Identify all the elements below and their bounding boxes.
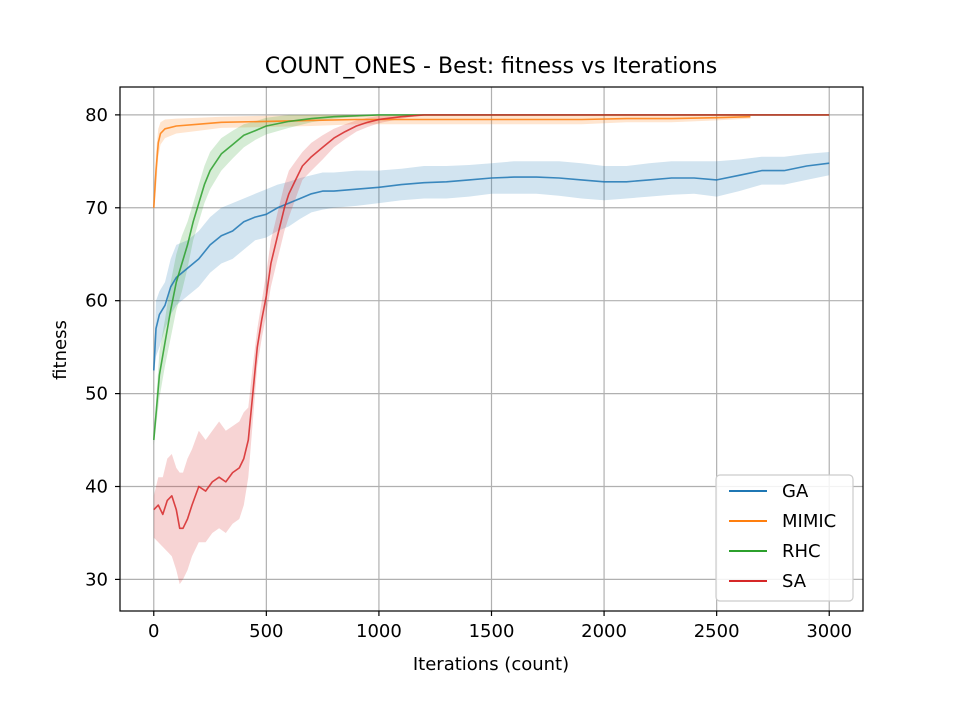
legend: GA MIMIC RHC SA [715,474,854,602]
mimic-series-line [153,115,751,208]
x-tick-label: 0 [148,621,159,642]
legend-label-rhc: RHC [782,541,821,562]
y-axis-label: fitness [50,320,71,380]
y-tick-label: 50 [85,384,108,405]
mimic-confidence-band [153,114,751,210]
x-axis-label: Iterations (count) [413,654,569,675]
x-tick-label: 1500 [469,621,515,642]
ga-confidence-band [153,152,830,375]
x-tick-label: 2000 [581,621,627,642]
x-axis-ticks: 0 500 1000 1500 2000 2500 3000 [148,611,852,642]
x-tick-label: 1000 [356,621,402,642]
y-tick-label: 80 [85,105,108,126]
sa-series-line [153,114,830,530]
y-tick-label: 40 [85,477,108,498]
x-tick-label: 2500 [694,621,740,642]
x-tick-label: 500 [249,621,283,642]
y-tick-label: 70 [85,198,108,219]
legend-label-mimic: MIMIC [782,511,836,532]
y-axis-ticks: 30 40 50 60 70 80 [85,105,120,590]
confidence-bands [153,114,830,585]
legend-label-ga: GA [782,481,809,502]
y-tick-label: 30 [85,569,108,590]
ga-series-line [153,162,830,371]
y-tick-label: 60 [85,291,108,312]
chart-title: COUNT_ONES - Best: fitness vs Iterations [265,54,718,79]
x-tick-label: 3000 [806,621,852,642]
rhc-confidence-band [153,114,830,445]
legend-box [715,474,854,602]
legend-label-sa: SA [782,571,807,592]
series-lines [153,114,830,530]
